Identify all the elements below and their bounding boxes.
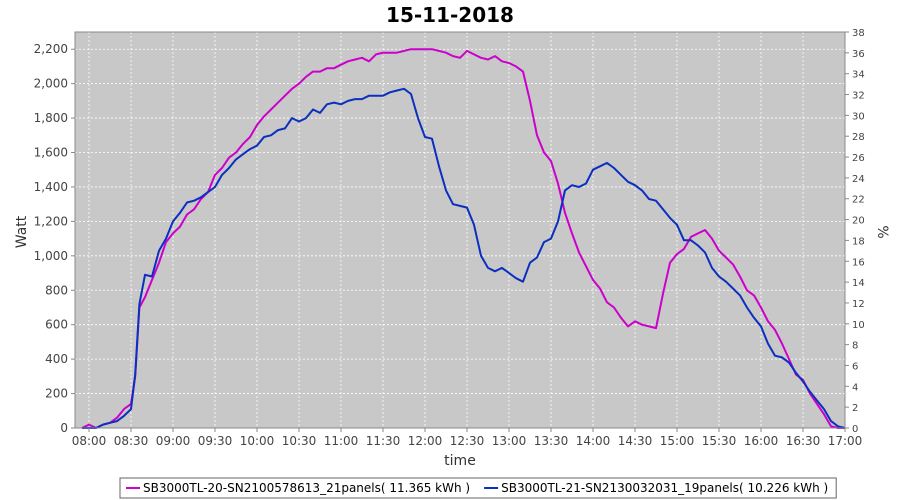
y-tick-label: 800 — [45, 283, 68, 297]
x-tick-label: 11:30 — [366, 434, 401, 448]
y-tick-label: 1,800 — [34, 111, 68, 125]
y-tick-label: 2,200 — [34, 42, 68, 56]
legend-label-2: SB3000TL-21-SN2130032031_19panels( 10.22… — [501, 481, 828, 495]
y-tick-label: 1,600 — [34, 146, 68, 160]
y-tick-label: 600 — [45, 318, 68, 332]
y-axis-label: Watt — [14, 215, 30, 248]
x-tick-label: 10:00 — [240, 434, 275, 448]
x-axis: 08:00 08:30 09:00 09:30 10:00 10:30 11:00 11:30… — [72, 428, 863, 448]
y-tick-label: 0 — [60, 421, 68, 435]
x-tick-label: 08:00 — [72, 434, 107, 448]
y2-tick-label: 38 — [852, 28, 865, 39]
y2-tick-label: 32 — [852, 91, 865, 102]
y2-tick-label: 18 — [852, 236, 865, 247]
y2-tick-label: 6 — [852, 361, 858, 372]
y2-tick-label: 10 — [852, 320, 865, 331]
x-tick-label: 15:00 — [660, 434, 695, 448]
y2-tick-label: 12 — [852, 299, 865, 310]
y-tick-label: 1,200 — [34, 214, 68, 228]
y-tick-label: 400 — [45, 352, 68, 366]
y2-tick-label: 4 — [852, 382, 858, 393]
x-tick-label: 13:30 — [534, 434, 569, 448]
legend-label-1: SB3000TL-20-SN2100578613_21panels( 11.36… — [143, 481, 470, 495]
y2-tick-label: 28 — [852, 132, 865, 143]
y-tick-label: 200 — [45, 387, 68, 401]
chart-title: 15-11-2018 — [386, 3, 514, 27]
plot-border — [74, 31, 846, 429]
y2-tick-label: 8 — [852, 341, 858, 352]
y2-tick-label: 0 — [852, 424, 858, 435]
y2-tick-label: 2 — [852, 403, 858, 414]
y2-tick-label: 16 — [852, 257, 865, 268]
series-lines — [81, 48, 846, 429]
y2-tick-label: 26 — [852, 153, 865, 164]
x-tick-label: 13:00 — [492, 434, 527, 448]
x-tick-label: 09:30 — [198, 434, 233, 448]
y2-tick-label: 24 — [852, 174, 865, 185]
x-tick-label: 17:00 — [828, 434, 863, 448]
legend-box — [119, 477, 837, 499]
x-tick-label: 09:00 — [156, 434, 191, 448]
legend: SB3000TL-20-SN2100578613_21panels( 11.36… — [119, 477, 837, 499]
y-tick-label: 1,000 — [34, 249, 68, 263]
x-tick-label: 14:30 — [618, 434, 653, 448]
x-tick-label: 12:30 — [450, 434, 485, 448]
y2-axis-label: % — [874, 225, 890, 238]
series-line-2 — [82, 87, 846, 429]
y-tick-label: 1,400 — [34, 180, 68, 194]
x-tick-label: 15:30 — [702, 434, 737, 448]
y2-tick-label: 30 — [852, 111, 865, 122]
y2-tick-label: 22 — [852, 195, 865, 206]
x-axis-label: time — [444, 453, 476, 469]
x-tick-label: 10:30 — [282, 434, 317, 448]
x-tick-label: 16:30 — [786, 434, 821, 448]
y2-tick-label: 20 — [852, 216, 865, 227]
y2-tick-label: 34 — [852, 70, 865, 81]
y2-tick-label: 14 — [852, 278, 865, 289]
y-axis: 0 200 400 600 800 1,000 1,200 1,400 1,600 1,800 2,… — [34, 42, 75, 435]
grid-lines — [75, 32, 846, 429]
y2-tick-label: 36 — [852, 49, 865, 60]
x-tick-label: 12:00 — [408, 434, 443, 448]
x-tick-label: 08:30 — [114, 434, 149, 448]
y-tick-label: 2,000 — [34, 77, 68, 91]
x-tick-label: 14:00 — [576, 434, 611, 448]
x-tick-label: 16:00 — [744, 434, 779, 448]
plot-area — [75, 32, 845, 428]
x-tick-label: 11:00 — [324, 434, 359, 448]
